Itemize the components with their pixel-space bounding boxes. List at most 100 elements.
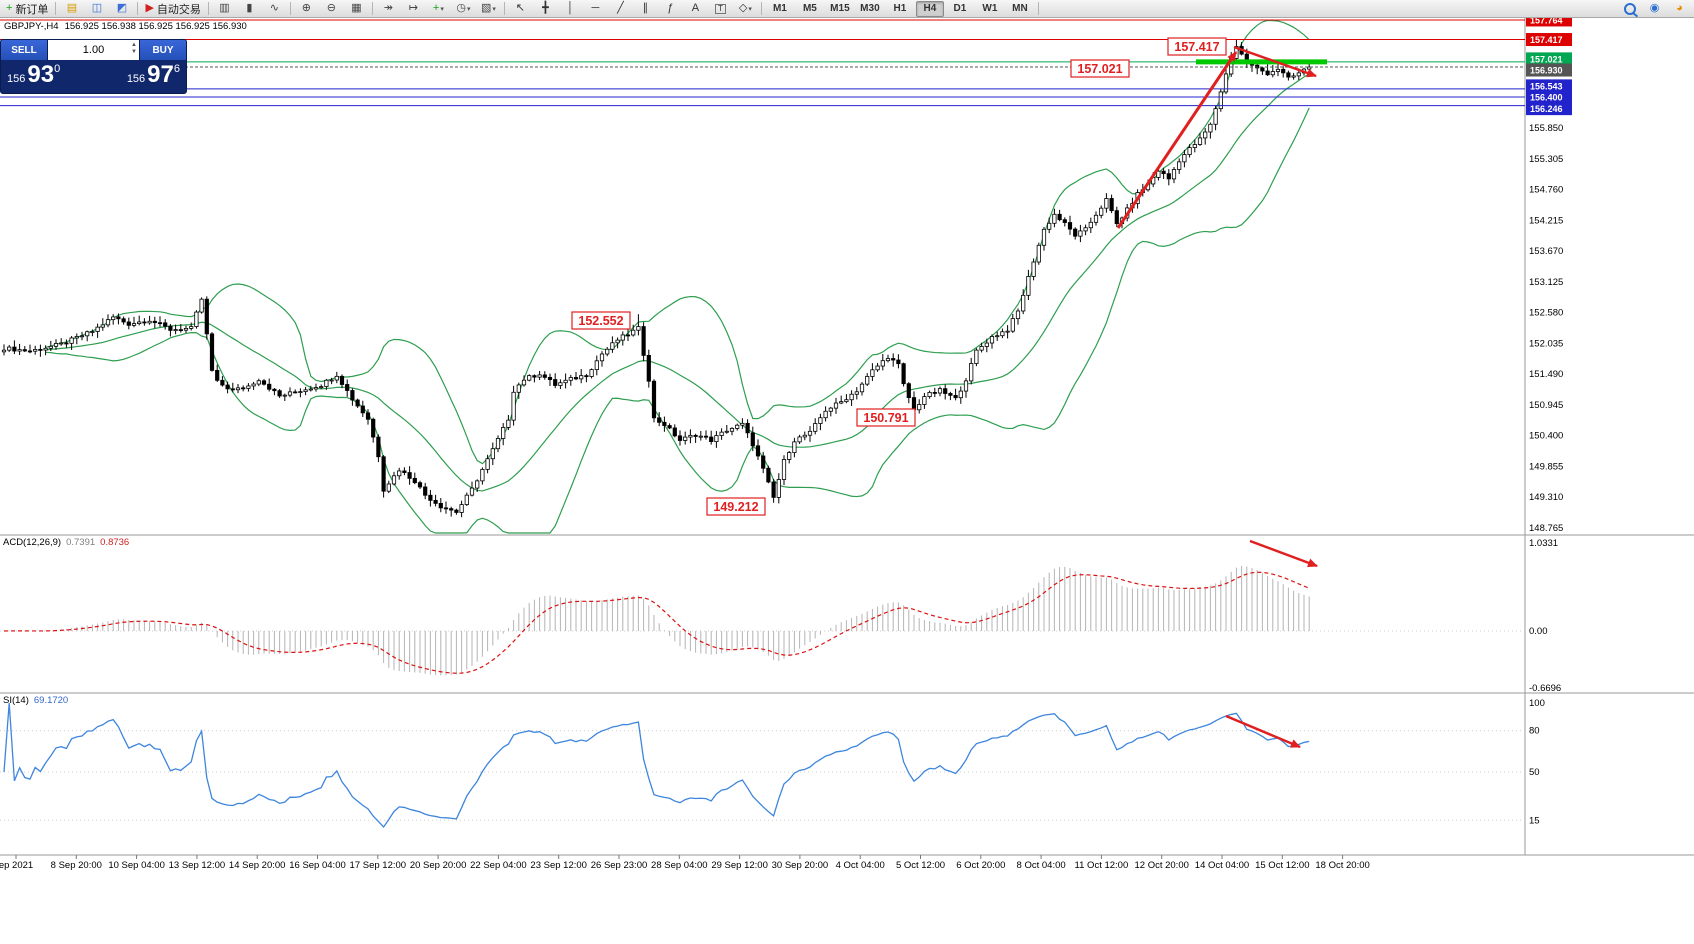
- time-axis-label: 4 Oct 04:00: [836, 860, 885, 871]
- price-badge-label: 157.021: [1530, 54, 1563, 64]
- timeframe-h4-button[interactable]: H4: [915, 0, 944, 17]
- rsi-name: SI(14): [3, 695, 29, 706]
- profiles-icon-glyph: ▤: [66, 2, 78, 14]
- timeframe-m30-button[interactable]: M30: [860, 3, 880, 14]
- label-icon[interactable]: T: [709, 0, 732, 17]
- buy-button[interactable]: BUY: [140, 40, 186, 60]
- macd-signal-line: [3, 571, 1310, 674]
- period-button-glyph: ◷: [456, 2, 466, 14]
- price-callout-box: [1167, 37, 1227, 56]
- price-axis-label: 155.305: [1529, 154, 1563, 165]
- navigator-icon[interactable]: ◩: [110, 0, 133, 17]
- channel-icon[interactable]: ∥: [634, 0, 657, 17]
- price-level-lines: 157.764 157.417 157.021 156.930 156.543156.4…: [0, 13, 1572, 116]
- market-watch-icon-glyph: ◫: [91, 2, 103, 14]
- macd-axis-label: 0.00: [1529, 626, 1548, 637]
- fibonacci-icon[interactable]: ƒ: [659, 0, 682, 17]
- new-order-button[interactable]: + 新订单: [3, 0, 51, 17]
- template-button-glyph: ▧: [480, 2, 492, 14]
- template-button-dropdown-icon[interactable]: ▾: [492, 5, 496, 13]
- timeframe-m5-button[interactable]: M5: [802, 3, 817, 14]
- lot-decrease-icon[interactable]: ▼: [131, 49, 137, 55]
- candlestick-chart-icon[interactable]: ▮: [238, 0, 261, 17]
- macd-histogram: [8, 565, 1310, 676]
- sell-price-display[interactable]: 156 93 0: [7, 62, 60, 88]
- line-chart-icon-glyph: ∿: [269, 2, 280, 14]
- bollinger-middle-band: [45, 73, 1310, 492]
- notifications-icon[interactable]: ◉: [1643, 0, 1666, 17]
- horizontal-line-icon[interactable]: ─: [584, 0, 607, 17]
- price-callout-text: 150.791: [863, 411, 908, 425]
- period-button-dropdown-icon[interactable]: ▾: [466, 5, 471, 13]
- timeframe-d1-button[interactable]: D1: [953, 3, 967, 14]
- lot-spinner[interactable]: ▲ ▼: [131, 42, 137, 56]
- price-badge-label: 157.417: [1530, 35, 1563, 45]
- add-indicator-button-dropdown-icon[interactable]: ▾: [440, 5, 444, 13]
- time-axis-label: 17 Sep 12:00: [350, 860, 407, 871]
- price-callout-box: [706, 497, 766, 516]
- rsi-line: [3, 702, 1310, 829]
- text-icon[interactable]: A: [684, 0, 707, 17]
- tile-windows-icon[interactable]: ▦: [345, 0, 368, 17]
- ask-sup-digit: 6: [173, 63, 180, 75]
- search-icon[interactable]: [1618, 0, 1641, 17]
- rsi-indicator-label: SI(14) 69.1720: [3, 695, 68, 706]
- template-button[interactable]: ▧ ▾: [477, 0, 500, 17]
- time-axis-label: 23 Sep 12:00: [530, 860, 587, 871]
- zoom-out-icon[interactable]: ⊖: [320, 0, 343, 17]
- bar-chart-icon[interactable]: ▥: [213, 0, 236, 17]
- shapes-button[interactable]: ◇ ▾: [734, 0, 757, 17]
- fibonacci-icon-glyph: ƒ: [667, 2, 674, 14]
- timeframe-mn-button[interactable]: MN: [1012, 3, 1028, 14]
- trendline-icon[interactable]: ╱: [609, 0, 632, 17]
- timeframe-w1-button[interactable]: W1: [982, 3, 998, 14]
- time-axis[interactable]: ep 2021 8 Sep 20:00 10 Sep 04:00 13 Sep 12:…: [0, 855, 1370, 871]
- profiles-icon[interactable]: ▤: [60, 0, 83, 17]
- bid-big-digits: 93: [27, 61, 55, 88]
- timeframe-h1-button[interactable]: H1: [893, 3, 907, 14]
- shapes-button-glyph: ◇: [738, 2, 748, 14]
- cursor-icon[interactable]: ↖: [509, 0, 532, 17]
- new-order-button-label: 新订单: [15, 3, 49, 16]
- price-badge-label: 156.543: [1530, 81, 1563, 91]
- lot-size-field[interactable]: 1.00 ▲ ▼: [47, 40, 140, 60]
- price-badge-label: 156.400: [1530, 92, 1563, 102]
- price-badge-label: 156.246: [1530, 104, 1563, 114]
- bid-prefix: 156: [7, 73, 26, 85]
- navigator-icon-glyph: ◩: [116, 2, 128, 14]
- toolbar-separator: [137, 2, 139, 15]
- crosshair-icon[interactable]: ╋: [534, 0, 557, 17]
- line-chart-icon[interactable]: ∿: [263, 0, 286, 17]
- shapes-button-dropdown-icon[interactable]: ▾: [748, 5, 752, 13]
- account-icon[interactable]: ◕: [1668, 0, 1691, 17]
- add-indicator-button[interactable]: + ▾: [427, 0, 450, 17]
- timeframe-m1-button[interactable]: M1: [772, 3, 787, 14]
- market-watch-icon[interactable]: ◫: [85, 0, 108, 17]
- trend-arrow: [1116, 51, 1238, 229]
- toolbar-separator: [371, 2, 373, 15]
- zoom-in-icon-glyph: ⊕: [301, 2, 312, 14]
- price-callout-text: 152.552: [578, 314, 623, 328]
- lot-size-value[interactable]: 1.00: [82, 44, 105, 56]
- macd-value-1: 0.7391: [66, 537, 96, 548]
- buy-price-display[interactable]: 156 97 6: [127, 62, 180, 88]
- auto-trading-button[interactable]: ▶ 自动交易: [142, 0, 203, 17]
- chart-shift-icon[interactable]: ↦: [402, 0, 425, 17]
- cursor-icon-glyph: ↖: [515, 2, 526, 14]
- time-axis-label: 30 Sep 20:00: [772, 860, 829, 871]
- zoom-in-icon[interactable]: ⊕: [295, 0, 318, 17]
- candlestick-chart-icon-glyph: ▮: [246, 2, 253, 14]
- auto-scroll-icon[interactable]: ↠: [377, 0, 400, 17]
- period-button[interactable]: ◷ ▾: [452, 0, 475, 17]
- vertical-line-icon[interactable]: │: [559, 0, 582, 17]
- timeframe-m15-button[interactable]: M15: [830, 3, 850, 14]
- candles-layer: [1, 39, 1312, 518]
- price-axis-label: 152.035: [1529, 338, 1563, 349]
- price-badge: [1526, 102, 1572, 116]
- price-axis-label: 152.580: [1529, 308, 1563, 319]
- sell-button[interactable]: SELL: [1, 40, 47, 60]
- price-axis-label: 151.490: [1529, 369, 1563, 380]
- time-axis-label: 22 Sep 04:00: [470, 860, 527, 871]
- lot-increase-icon[interactable]: ▲: [131, 42, 137, 48]
